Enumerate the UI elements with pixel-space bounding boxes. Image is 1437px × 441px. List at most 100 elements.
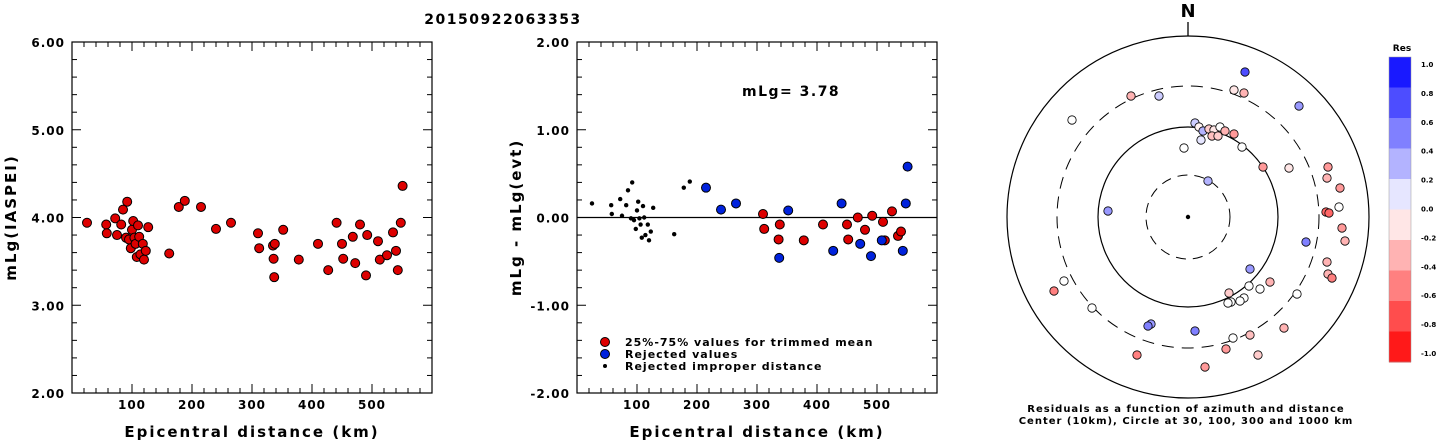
trimmed-point — [774, 219, 785, 230]
rejected-distance-point — [624, 203, 629, 208]
mlg-annotation: mLg= 3.78 — [742, 84, 840, 100]
colorbar-tick-label: 1.0 — [1421, 61, 1434, 69]
colorbar-segment — [1389, 87, 1411, 119]
colorbar-segment — [1389, 301, 1411, 332]
data-point — [196, 201, 206, 212]
rejected-distance-point — [619, 213, 625, 218]
x-tick-label: 400 — [298, 398, 326, 412]
rejected-distance-point — [642, 215, 647, 220]
rejected-point — [876, 235, 887, 246]
rejected-distance-point — [636, 199, 641, 204]
legend-label: Rejected values — [625, 348, 738, 361]
x-axis-label: Epicentral distance (km) — [629, 423, 884, 441]
rejected-distance-point — [631, 217, 637, 223]
data-point — [179, 195, 190, 206]
rejected-distance-point — [609, 211, 614, 217]
legend-marker — [603, 364, 607, 368]
data-point — [391, 245, 401, 256]
data-point — [362, 230, 373, 241]
colorbar-segment — [1389, 209, 1411, 241]
caption-line-1: Residuals as a function of azimuth and d… — [1027, 404, 1344, 415]
colorbar-tick-label: -0.4 — [1421, 263, 1436, 271]
x-tick-label: 100 — [623, 398, 651, 412]
station-marker — [1103, 206, 1113, 216]
station-marker — [1322, 257, 1332, 267]
data-point — [164, 248, 175, 259]
trimmed-point — [860, 224, 870, 235]
rejected-point — [900, 198, 911, 209]
station-marker — [1059, 276, 1069, 286]
caption-line-2: Center (10km), Circle at 30, 100, 300 an… — [1019, 416, 1354, 427]
station-marker — [1240, 67, 1250, 77]
station-marker — [1224, 288, 1234, 298]
station-marker — [1067, 115, 1077, 125]
data-point — [254, 243, 265, 254]
colorbar-title: Res — [1393, 44, 1411, 54]
data-point — [331, 217, 342, 228]
colorbar-tick-label: 0.8 — [1421, 90, 1434, 98]
station-marker — [1143, 321, 1153, 331]
rejected-distance-point — [646, 238, 652, 243]
trimmed-point — [896, 226, 906, 237]
station-marker — [1203, 176, 1213, 186]
rejected-distance-point — [643, 232, 648, 238]
y-tick-label: -1.00 — [530, 299, 570, 313]
station-marker — [1255, 284, 1265, 294]
colorbar-segment — [1389, 148, 1411, 180]
rejected-distance-point — [687, 179, 692, 184]
residual-vs-distance-panel: 100 200 300 400 500 -2.00 -1.00 0.00 1.00 2.00 Epi… — [507, 36, 938, 441]
x-tick-label: 400 — [803, 398, 831, 412]
station-marker — [1087, 303, 1097, 313]
station-marker — [1132, 350, 1142, 360]
data-point — [122, 196, 133, 207]
data-point — [140, 245, 151, 256]
legend-marker — [600, 337, 610, 347]
station-marker — [1237, 142, 1247, 152]
data-point — [361, 270, 371, 281]
station-marker — [1179, 143, 1189, 153]
magnitude-vs-distance-panel: 100 200 300 400 500 2.00 3.00 4.00 5.00 6.00 Epice… — [2, 36, 433, 441]
colorbar-tick-label: -1.0 — [1421, 350, 1436, 358]
circle-100km — [1097, 126, 1279, 308]
station-marker — [1340, 236, 1350, 246]
x-tick-label: 200 — [683, 398, 711, 412]
station-marker — [1334, 202, 1344, 212]
data-point — [278, 224, 289, 235]
rejected-distance-point — [681, 185, 686, 190]
station-marker — [1244, 281, 1254, 291]
station-marker — [1279, 323, 1289, 333]
rejected-distance-point — [618, 196, 623, 202]
station-marker — [1265, 277, 1275, 287]
trimmed-point — [852, 212, 863, 223]
trimmed-point — [867, 210, 878, 221]
colorbar-segment — [1389, 240, 1411, 271]
trimmed-point — [758, 208, 768, 219]
rejected-distance-point — [609, 203, 614, 208]
residual-colorbar: 1.0 0.8 0.6 0.4 0.2 0.0 -0.2 -0.4 -0.6 -0.8 -1.0 — [1388, 56, 1436, 363]
rejected-distance-point — [639, 235, 644, 240]
x-axis-label: Epicentral distance (km) — [124, 423, 379, 441]
legend: 25%-75% values for trimmed meanRejected … — [600, 336, 872, 373]
station-marker — [1245, 330, 1255, 340]
station-marker — [1229, 85, 1239, 95]
data-point — [323, 265, 334, 276]
data-point — [338, 253, 349, 264]
rejected-point — [701, 182, 711, 193]
y-tick-label: 1.00 — [536, 124, 570, 138]
data-point — [268, 253, 279, 264]
data-point — [293, 254, 304, 265]
station-marker — [1337, 223, 1347, 233]
rejected-point — [783, 205, 794, 216]
data-point — [110, 213, 121, 224]
colorbar-segment — [1389, 270, 1411, 302]
data-point — [82, 217, 92, 228]
colorbar-segment — [1389, 331, 1411, 363]
colorbar-tick-label: 0.0 — [1421, 206, 1434, 214]
colorbar-tick-label: 0.4 — [1421, 148, 1434, 156]
colorbar-tick-label: 0.6 — [1421, 119, 1434, 127]
rejected-point — [855, 238, 866, 249]
trimmed-point — [818, 219, 828, 230]
rejected-distance-point — [630, 180, 635, 185]
station-marker — [1292, 289, 1302, 299]
y-axis-label: mLg(IASPEI) — [2, 154, 20, 280]
